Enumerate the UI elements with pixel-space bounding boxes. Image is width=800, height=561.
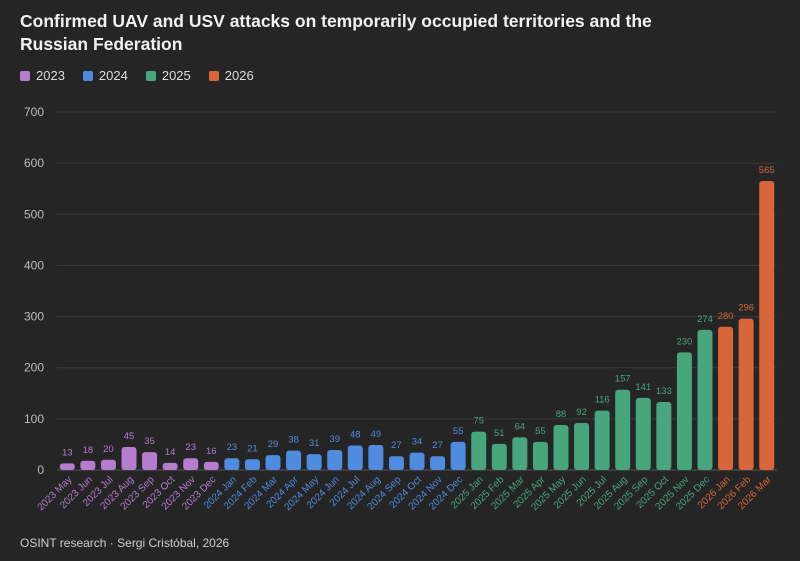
legend-item-2023: 2023	[20, 68, 65, 83]
bar	[471, 431, 487, 470]
bar	[224, 458, 240, 470]
bar	[142, 452, 158, 470]
bar	[368, 444, 384, 470]
legend-swatch	[20, 70, 30, 81]
data-label: 27	[391, 440, 402, 451]
bar	[327, 450, 343, 470]
data-label: 39	[329, 434, 340, 445]
data-label: 230	[676, 336, 692, 347]
data-label: 274	[697, 314, 713, 325]
bar	[697, 329, 713, 470]
data-label: 18	[83, 445, 94, 456]
data-label: 141	[635, 382, 651, 393]
bar	[759, 181, 775, 471]
data-label: 23	[227, 442, 238, 453]
bar	[553, 424, 569, 470]
data-label: 20	[103, 444, 114, 455]
data-label: 64	[515, 421, 526, 432]
data-label: 49	[371, 429, 382, 440]
bar	[388, 456, 404, 470]
legend-item-2026: 2026	[208, 68, 254, 83]
bar	[162, 462, 178, 470]
legend-swatch	[82, 70, 93, 81]
data-label: 116	[595, 395, 610, 406]
bar	[574, 422, 590, 470]
data-label: 280	[718, 311, 734, 322]
bar	[450, 441, 466, 470]
bar	[635, 397, 651, 470]
legend-label: 2025	[161, 68, 191, 83]
y-tick-label: 200	[24, 361, 44, 375]
bar	[80, 460, 96, 470]
bar	[286, 450, 302, 470]
data-label: 34	[412, 437, 423, 448]
bar	[121, 446, 137, 470]
data-label: 27	[432, 440, 443, 451]
legend-swatch	[145, 70, 156, 81]
legend-item-2025: 2025	[145, 68, 191, 83]
bar	[656, 401, 672, 470]
bar	[532, 441, 548, 470]
data-label: 31	[309, 438, 320, 449]
legend-swatch	[208, 70, 219, 81]
y-tick-label: 0	[37, 463, 44, 477]
data-label: 92	[576, 407, 587, 418]
data-label: 51	[494, 428, 505, 439]
bar	[100, 459, 116, 470]
bar	[183, 458, 199, 470]
data-label: 38	[288, 435, 299, 446]
data-label: 75	[473, 416, 484, 427]
bar	[347, 445, 363, 470]
data-label: 35	[144, 436, 155, 447]
chart-title: Confirmed UAV and USV attacks on tempora…	[20, 11, 652, 54]
bar	[738, 318, 754, 470]
bar	[59, 463, 75, 470]
legend-label: 2024	[98, 68, 128, 83]
legend-item-2024: 2024	[82, 68, 128, 83]
legend-label: 2023	[36, 68, 65, 83]
y-tick-label: 500	[24, 207, 44, 221]
bar	[265, 455, 281, 470]
source-credit: OSINT research · Sergi Cristóbal, 2026	[20, 536, 230, 550]
data-label: 55	[453, 426, 464, 437]
data-label: 157	[615, 374, 631, 385]
bar	[594, 410, 610, 470]
bar	[491, 443, 507, 470]
data-label: 29	[268, 439, 279, 450]
bar	[430, 456, 446, 470]
y-tick-label: 600	[24, 156, 44, 170]
y-tick-label: 400	[24, 258, 44, 272]
data-label: 48	[350, 429, 361, 440]
data-label: 16	[206, 446, 217, 457]
legend-label: 2026	[224, 68, 254, 83]
data-label: 565	[759, 165, 775, 176]
bar	[203, 461, 219, 470]
data-label: 13	[62, 447, 73, 458]
data-label: 55	[535, 426, 546, 437]
y-tick-label: 300	[24, 310, 44, 324]
data-label: 23	[185, 442, 196, 453]
bar	[409, 452, 425, 470]
bar	[244, 459, 260, 470]
data-label: 88	[556, 409, 567, 420]
y-tick-label: 100	[24, 412, 44, 426]
bar	[512, 437, 528, 470]
data-label: 45	[124, 431, 135, 442]
data-label: 14	[165, 447, 176, 458]
data-label: 296	[738, 303, 754, 314]
data-label: 21	[247, 443, 258, 454]
bar	[718, 326, 734, 470]
bar	[676, 352, 692, 470]
legend: 2023 2024 2025 2026	[20, 68, 254, 83]
data-label: 133	[656, 386, 672, 397]
y-tick-label: 700	[24, 105, 44, 119]
bar	[615, 389, 631, 470]
bar	[306, 454, 322, 470]
